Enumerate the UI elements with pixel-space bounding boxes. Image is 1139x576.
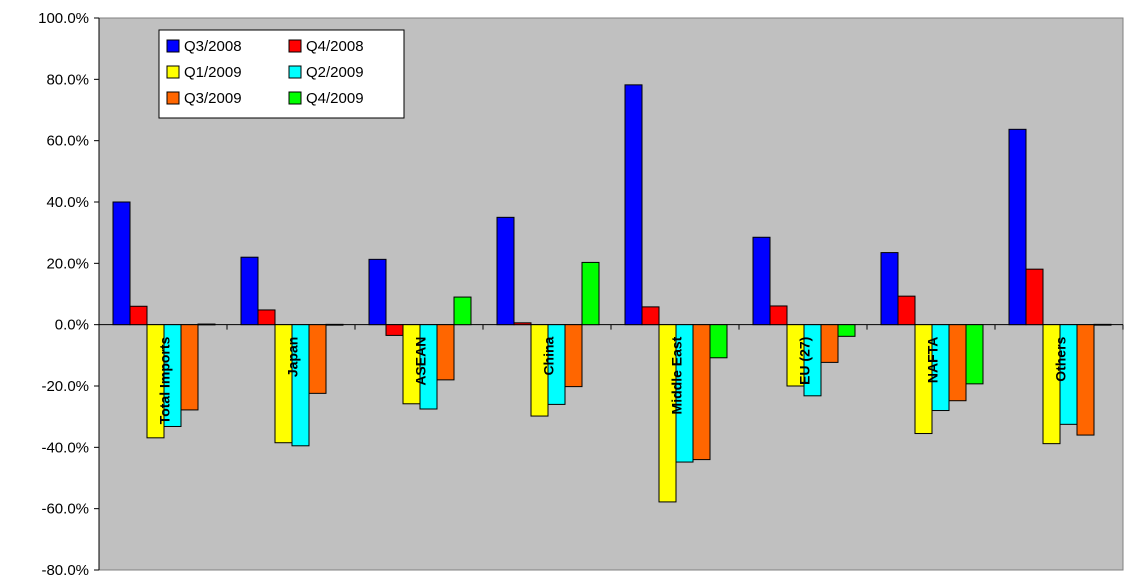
y-tick-label: 20.0% — [46, 255, 89, 272]
legend-swatch — [288, 65, 302, 79]
legend-label: Q2/2009 — [306, 64, 364, 81]
bar-q4-2008-3 — [513, 322, 532, 326]
y-tick-label: 100.0% — [38, 10, 89, 27]
y-tick-label: 40.0% — [46, 194, 89, 211]
legend-label: Q4/2008 — [306, 38, 364, 55]
bar-q4-2008-1 — [257, 309, 276, 326]
bar-q3-2009-3 — [564, 324, 583, 388]
bar-q3-2008-1 — [240, 256, 259, 326]
legend-swatch — [288, 39, 302, 53]
legend-swatch — [166, 39, 180, 53]
y-tick-label: -40.0% — [41, 439, 89, 456]
legend-swatch — [288, 91, 302, 105]
bar-q4-2009-2 — [453, 296, 472, 326]
bar-q4-2008-6 — [897, 295, 916, 326]
legend-label: Q4/2009 — [306, 90, 364, 107]
bar-q4-2009-6 — [965, 324, 984, 385]
legend-label: Q1/2009 — [184, 64, 242, 81]
category-label: Japan — [285, 337, 301, 377]
bar-q3-2008-7 — [1008, 128, 1027, 326]
bar-q3-2009-2 — [436, 324, 455, 381]
category-label: China — [541, 336, 557, 375]
bar-q3-2009-7 — [1076, 324, 1095, 436]
y-tick-label: 80.0% — [46, 71, 89, 88]
legend — [158, 29, 405, 119]
legend-swatch — [166, 65, 180, 79]
bar-q4-2008-4 — [641, 306, 660, 326]
bar-q3-2008-0 — [112, 201, 131, 326]
legend-swatch — [166, 91, 180, 105]
category-label: ASEAN — [413, 337, 429, 386]
category-label: NAFTA — [925, 337, 941, 383]
legend-label: Q3/2008 — [184, 38, 242, 55]
category-label: Middle East — [669, 336, 685, 414]
y-tick-label: 0.0% — [55, 317, 89, 334]
bar-q4-2009-0 — [197, 323, 216, 326]
bar-q3-2008-5 — [752, 236, 771, 326]
y-tick-label: 60.0% — [46, 133, 89, 150]
bar-q3-2009-0 — [180, 324, 199, 411]
bar-q4-2009-4 — [709, 324, 728, 359]
bar-q4-2009-3 — [581, 261, 600, 326]
legend-label: Q3/2009 — [184, 90, 242, 107]
bar-q4-2009-5 — [837, 324, 856, 337]
bar-q3-2008-3 — [496, 216, 515, 326]
bar-q4-2008-2 — [385, 324, 404, 336]
category-label: EU (27) — [797, 337, 813, 385]
bar-q3-2009-1 — [308, 324, 327, 394]
bar-q3-2008-6 — [880, 252, 899, 326]
bar-q3-2008-4 — [624, 84, 643, 326]
bar-q4-2008-0 — [129, 305, 148, 326]
y-tick-label: -80.0% — [41, 562, 89, 576]
bar-q4-2008-5 — [769, 305, 788, 326]
bar-q3-2009-6 — [948, 324, 967, 402]
bar-q3-2009-4 — [692, 324, 711, 461]
bar-q3-2009-5 — [820, 324, 839, 363]
bar-q4-2009-1 — [325, 323, 344, 326]
y-tick-label: -20.0% — [41, 378, 89, 395]
bar-q3-2008-2 — [368, 258, 387, 326]
category-label: Others — [1053, 336, 1069, 381]
bar-q4-2008-7 — [1025, 268, 1044, 326]
bar-q4-2009-7 — [1093, 323, 1112, 326]
category-label: Total Imports — [157, 336, 173, 424]
y-tick-label: -60.0% — [41, 501, 89, 518]
